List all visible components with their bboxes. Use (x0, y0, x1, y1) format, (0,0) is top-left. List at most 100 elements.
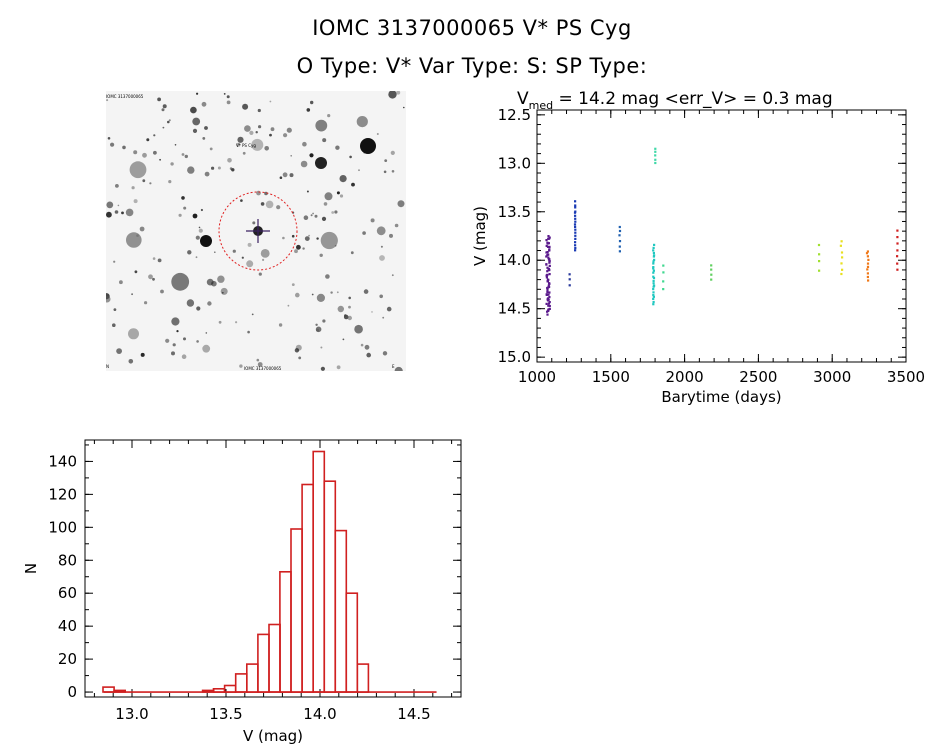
hist-y-tick-label: 20 (58, 650, 77, 668)
star (192, 128, 198, 133)
star (336, 291, 339, 294)
lc-y-tick-label: 15.0 (498, 348, 531, 366)
hist-x-axis-label: V (mag) (243, 727, 303, 745)
star (278, 323, 283, 327)
star (315, 323, 318, 326)
lc-data-point (818, 269, 821, 272)
star (168, 180, 172, 184)
hist-x-tick-label: 13.5 (209, 705, 242, 723)
star (134, 270, 138, 274)
star (337, 305, 344, 313)
lc-data-point (896, 268, 899, 271)
lc-data-point (653, 258, 656, 261)
lc-data-point (652, 294, 655, 297)
star (383, 170, 387, 174)
star (322, 138, 327, 143)
lc-data-point (896, 236, 899, 239)
lc-data-point (866, 268, 869, 271)
star (283, 133, 288, 138)
star (327, 114, 331, 118)
lc-data-point (547, 269, 550, 272)
star (129, 161, 147, 179)
lc-data-point (548, 291, 551, 294)
star (270, 127, 275, 132)
star (204, 171, 210, 177)
lc-data-point (546, 280, 549, 283)
lc-data-point (568, 273, 571, 276)
chart-title-line-2: O Type: V* Var Type: S: SP Type: (296, 54, 648, 78)
star (397, 200, 405, 208)
star (319, 253, 323, 257)
star (192, 213, 198, 219)
lc-data-point (652, 279, 655, 283)
lc-data-point (545, 244, 548, 247)
star (257, 362, 263, 367)
star (251, 138, 264, 151)
star (113, 308, 117, 311)
lc-data-point (573, 211, 577, 214)
chart-title-line-1: IOMC 3137000065 V* PS Cyg (312, 16, 632, 40)
hist-y-tick-label: 140 (48, 452, 77, 470)
lc-data-point (545, 274, 548, 277)
star (149, 182, 152, 185)
target-aperture-circle (218, 191, 298, 271)
star (226, 95, 230, 99)
hist-bar (279, 570, 292, 693)
star (205, 332, 208, 334)
hist-plot-frame (84, 439, 462, 698)
lc-data-point (652, 297, 655, 300)
star (279, 176, 283, 179)
lc-data-point (654, 150, 657, 153)
star (116, 348, 122, 354)
star (336, 191, 340, 195)
lc-data-point (574, 228, 577, 231)
lc-data-point (866, 250, 869, 253)
star (217, 166, 221, 170)
lc-data-point (548, 304, 551, 308)
star (106, 211, 112, 218)
star (320, 346, 323, 349)
star (121, 211, 124, 215)
star (349, 155, 352, 159)
lc-data-point (652, 282, 655, 285)
star (204, 126, 208, 130)
star (384, 159, 388, 162)
star (152, 277, 155, 281)
star (260, 202, 265, 206)
lc-x-tick-label: 3000 (813, 368, 851, 386)
star (265, 200, 274, 209)
star (320, 231, 338, 250)
lc-y-tick-label: 14.5 (498, 300, 531, 318)
lc-data-point (547, 284, 550, 287)
star (364, 344, 370, 350)
star (331, 211, 335, 214)
lc-data-point (652, 300, 655, 304)
star (282, 236, 285, 240)
lc-data-point (574, 249, 577, 252)
star (211, 166, 215, 170)
star (330, 291, 333, 294)
star (302, 247, 305, 250)
lc-data-point (896, 255, 899, 258)
lc-data-point (545, 276, 548, 279)
star (324, 192, 333, 201)
lc-data-point (618, 229, 622, 233)
sky-caption-top-left: IOMC 3137000065 (106, 94, 144, 99)
star (379, 255, 385, 261)
star (298, 356, 302, 360)
hist-bar (312, 450, 326, 693)
star-field (106, 91, 405, 371)
star (231, 168, 235, 172)
star (315, 119, 328, 132)
lc-data-point (866, 265, 870, 268)
star (360, 343, 364, 347)
lc-title-subscript: med (529, 99, 553, 112)
star (310, 214, 313, 217)
lc-data-point (574, 225, 577, 228)
star (394, 366, 403, 371)
lc-data-point (653, 243, 656, 246)
lc-data-point (652, 271, 655, 274)
star (122, 145, 126, 150)
star (354, 324, 363, 334)
star (202, 344, 211, 353)
